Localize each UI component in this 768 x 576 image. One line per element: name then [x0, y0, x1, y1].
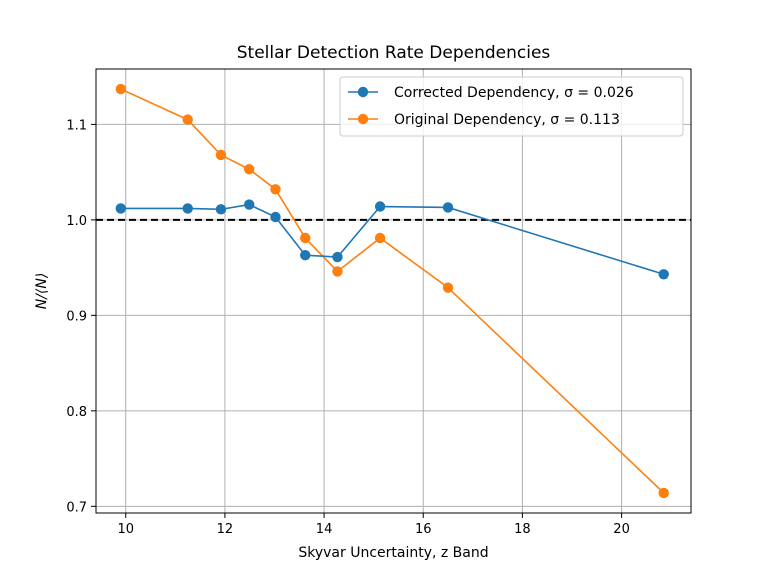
- data-point-corrected: [300, 249, 311, 261]
- y-tick-label: 1.0: [66, 214, 87, 229]
- data-point-corrected: [244, 199, 255, 210]
- data-point-original: [374, 232, 386, 244]
- series-corrected: [115, 199, 669, 280]
- data-point-original: [215, 149, 227, 161]
- x-tick-label: 18: [514, 522, 531, 537]
- x-tick-label: 12: [217, 522, 234, 537]
- y-tick-label: 1.1: [66, 118, 87, 133]
- legend-box: [339, 76, 684, 137]
- legend: Corrected Dependency, σ = 0.026 Original…: [339, 76, 684, 137]
- legend-marker-original: [357, 113, 369, 125]
- data-point-corrected: [270, 211, 281, 223]
- x-tick-label: 14: [316, 522, 333, 537]
- legend-label-original-sigma: σ = 0.113: [550, 112, 620, 128]
- data-point-original: [658, 487, 669, 499]
- legend-marker-corrected: [357, 86, 369, 98]
- data-point-original: [300, 232, 311, 244]
- legend-label-corrected: Corrected Dependency, σ = 0.026: [394, 85, 634, 101]
- y-tick-label: 0.7: [66, 500, 87, 515]
- series-line-original: [120, 88, 665, 494]
- data-point-original: [442, 282, 454, 293]
- data-point-corrected: [442, 202, 454, 213]
- y-axis-label: N/⟨N⟩: [34, 273, 50, 310]
- x-tick-label: 20: [613, 522, 630, 537]
- legend-label-corrected-sigma: σ = 0.026: [564, 85, 634, 101]
- data-point-corrected: [658, 269, 669, 280]
- y-tick-label: 0.9: [66, 309, 87, 324]
- data-point-corrected: [115, 203, 126, 214]
- data-point-original: [115, 83, 126, 95]
- legend-label-corrected-prefix: Corrected Dependency,: [394, 85, 564, 101]
- plot-frame: [95, 68, 692, 514]
- data-point-corrected: [374, 201, 386, 212]
- x-axis-label: Skyvar Uncertainty, z Band: [298, 545, 488, 561]
- x-tick-label: 16: [415, 522, 432, 537]
- data-point-original: [182, 114, 193, 125]
- data-point-original: [270, 184, 281, 195]
- legend-label-original-prefix: Original Dependency,: [394, 112, 550, 128]
- chart-title: Stellar Detection Rate Dependencies: [237, 43, 551, 63]
- y-tick-label: 0.8: [66, 405, 87, 420]
- series-original: [115, 83, 669, 499]
- plot-area: [96, 69, 691, 513]
- series-layer: [115, 83, 669, 499]
- data-point-corrected: [332, 251, 343, 263]
- data-point-original: [244, 164, 255, 175]
- series-line-corrected: [120, 203, 664, 276]
- data-point-corrected: [215, 204, 227, 215]
- legend-label-original: Original Dependency, σ = 0.113: [394, 112, 620, 128]
- tick-layer: 10 12 14 16 18 20 0.7 0.8 0.9 1.0 1.1: [66, 118, 630, 537]
- data-point-corrected: [182, 203, 193, 214]
- x-tick-label: 10: [117, 522, 134, 537]
- data-point-original: [332, 266, 343, 277]
